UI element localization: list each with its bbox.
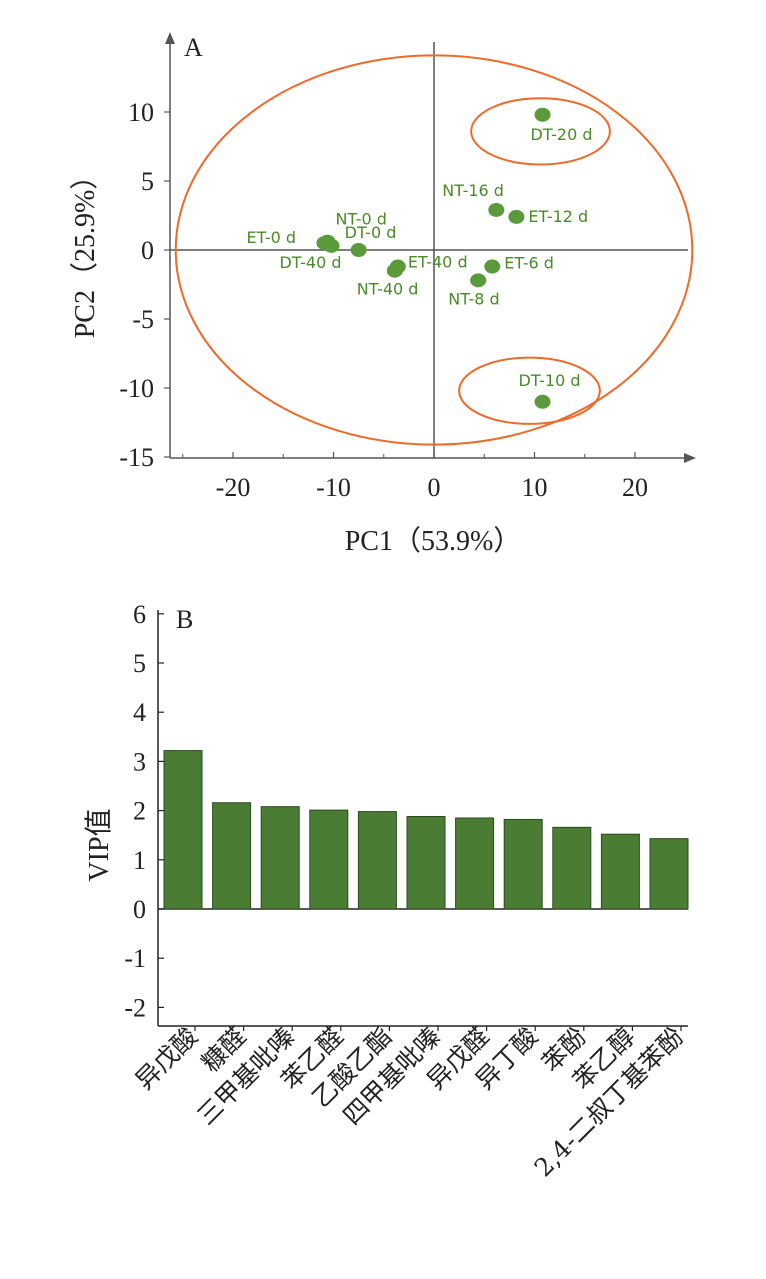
y-axis-title-b: VIP值	[83, 808, 115, 881]
point-label: DT-0 d	[345, 223, 397, 242]
y-tick-label: -15	[119, 443, 154, 472]
y-tick-label: 5	[133, 649, 146, 678]
data-point	[488, 202, 505, 217]
y-tick-label: -2	[124, 993, 146, 1022]
point-label: NT-8 d	[448, 289, 499, 308]
point-label: ET-40 d	[408, 253, 468, 272]
data-point	[484, 259, 501, 274]
x-tick-label: -20	[216, 473, 251, 502]
panel-letter-b: B	[176, 605, 193, 634]
confidence-ellipse-2	[458, 356, 601, 425]
vip-bar	[212, 802, 252, 910]
y-tick-label: 1	[133, 846, 146, 875]
point-label: DT-40 d	[279, 253, 341, 272]
x-axis-arrow	[684, 453, 696, 463]
point-label: NT-16 d	[442, 181, 504, 200]
y-tick-label: 3	[133, 747, 146, 776]
point-label: NT-40 d	[357, 280, 419, 299]
confidence-ellipse-1	[470, 97, 611, 166]
x-tick-label: 0	[428, 473, 441, 502]
data-point	[386, 263, 403, 278]
vip-bar	[503, 818, 543, 910]
y-tick-label: -5	[132, 305, 154, 334]
x-tick-label: 10	[522, 473, 548, 502]
x-tick-label: -10	[316, 473, 351, 502]
y-axis-title: PC2（25.9%）	[69, 162, 101, 339]
confidence-ellipse-0	[174, 54, 694, 446]
vip-bar-panel: 6 5 4 3 2 1 0 -1 -2 异戊酸 糠醛 三甲基吡嗪 苯乙醛 乙酸乙酯 四甲基吡嗪 异戊醛 异丁酸…	[72, 598, 694, 1248]
vip-bar	[406, 816, 446, 910]
vip-bar	[649, 838, 689, 910]
vip-bar	[163, 750, 203, 910]
vip-bar	[552, 826, 592, 910]
data-point	[534, 394, 551, 409]
y-tick-label: 6	[133, 600, 146, 629]
y-tick-label: 0	[141, 236, 154, 265]
y-tick-label: 0	[133, 895, 146, 924]
panel-letter-a: A	[184, 33, 203, 62]
vip-bar	[309, 809, 349, 910]
x-tick-label: 20	[622, 473, 648, 502]
point-label: DT-20 d	[531, 125, 593, 144]
y-tick-label: -10	[119, 374, 154, 403]
data-point	[350, 243, 367, 257]
point-label: ET-6 d	[504, 254, 554, 273]
data-point	[470, 273, 487, 288]
y-tick-label: 4	[133, 698, 146, 727]
vip-bar	[455, 817, 495, 910]
pca-score-plot: DT-20 dNT-16 dET-12 dNT-0 dET-0 d DT-0 dD…	[69, 32, 696, 557]
x-axis-title: PC1（53.9%）	[345, 525, 522, 557]
point-label: NT-0 d	[335, 210, 386, 229]
y-tick-label: 10	[128, 98, 154, 127]
y-tick-label: 2	[133, 797, 146, 826]
data-point	[323, 238, 340, 253]
data-point	[534, 107, 551, 122]
y-axis-arrow	[165, 32, 175, 44]
point-label: DT-10 d	[519, 371, 581, 390]
point-label: ET-12 d	[528, 207, 588, 226]
data-point	[508, 209, 525, 224]
vip-bar	[600, 833, 640, 910]
point-label: ET-0 d	[246, 228, 296, 247]
vip-bar	[260, 806, 300, 910]
y-tick-label: 5	[141, 167, 154, 196]
vip-bar	[357, 811, 397, 910]
category-label: 异戊酸	[130, 1022, 204, 1096]
y-tick-label: -1	[124, 944, 146, 973]
